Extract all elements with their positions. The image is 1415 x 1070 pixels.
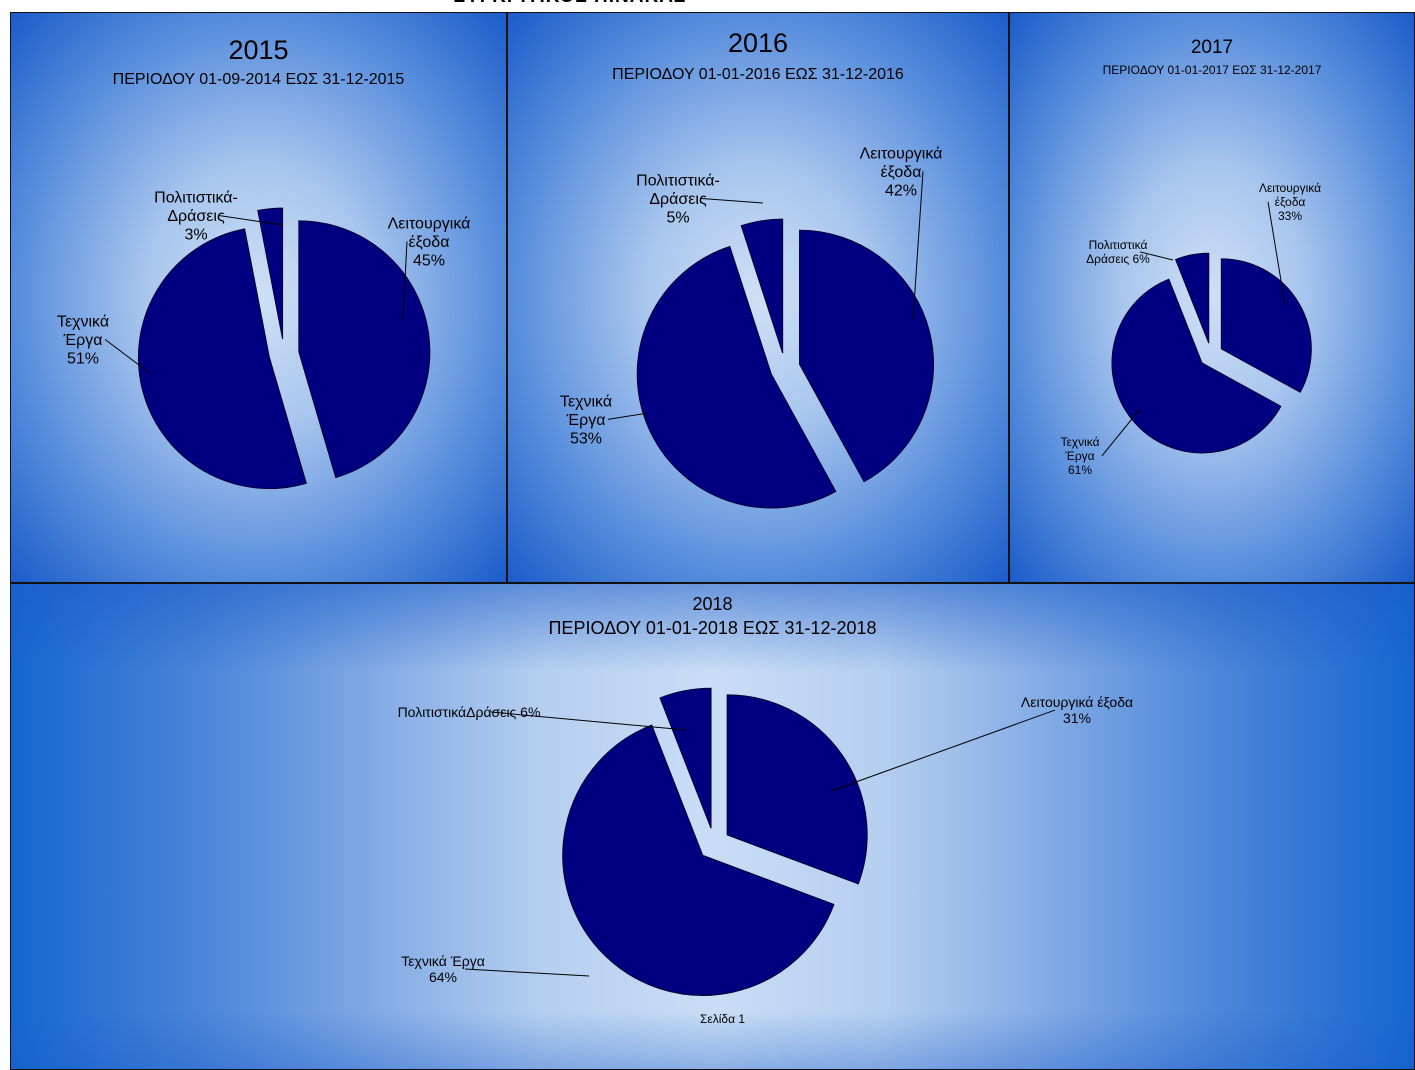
chart-panel-2017: 2017 ΠΕΡΙΟΔΟΥ 01-01-2017 ΕΩΣ 31-12-2017 … bbox=[1009, 12, 1415, 583]
slice-label: Λειτουργικά έξοδα bbox=[1021, 694, 1133, 710]
slice-label: Πολιτιστικά bbox=[1089, 238, 1148, 252]
leader-line bbox=[607, 412, 649, 420]
slice-label: Έργα bbox=[566, 412, 606, 429]
leader-line bbox=[699, 197, 764, 204]
leader-line bbox=[104, 339, 152, 375]
chart-title: 2015 bbox=[228, 35, 289, 65]
pie-slice bbox=[636, 245, 837, 509]
leader-line bbox=[464, 968, 590, 977]
pie-slice bbox=[137, 228, 307, 490]
leader-line bbox=[1139, 251, 1174, 261]
slice-label: έξοδα bbox=[1275, 195, 1306, 209]
leader-line bbox=[830, 709, 1056, 792]
panel-background bbox=[1010, 13, 1414, 582]
pie-slice bbox=[799, 229, 935, 483]
slice-label: 5% bbox=[666, 209, 689, 226]
slice-label: έξοδα bbox=[409, 234, 450, 251]
slice-label: Δράσεις 6% bbox=[1086, 252, 1150, 266]
slice-label: 61% bbox=[1068, 463, 1092, 477]
chart-subtitle: ΠΕΡΙΟΔΟΥ 01-01-2018 ΕΩΣ 31-12-2018 bbox=[548, 618, 877, 638]
pie-slice bbox=[1220, 258, 1312, 393]
leader-line bbox=[402, 241, 408, 320]
pie-slice bbox=[1111, 278, 1282, 454]
chart-title: 2017 bbox=[1190, 37, 1234, 58]
page-number: Σελίδα 1 bbox=[700, 1012, 746, 1026]
slice-label: 53% bbox=[570, 430, 602, 447]
slice-label: Έργα bbox=[63, 332, 103, 349]
slice-label: Λειτουργικά bbox=[1259, 181, 1321, 195]
slice-label: Δράσεις bbox=[167, 208, 225, 225]
pie-slice bbox=[562, 724, 835, 996]
slice-label: έξοδα bbox=[881, 164, 922, 181]
slice-label: Πολιτιστικά- bbox=[154, 190, 238, 207]
slice-label: Πολιτιστικά- bbox=[636, 173, 720, 190]
leader-line bbox=[1101, 408, 1141, 457]
slice-label: 51% bbox=[67, 350, 99, 367]
slice-label: ΠολιτιστικάΔράσεις 6% bbox=[398, 704, 541, 720]
slice-label: 31% bbox=[1063, 710, 1091, 726]
page-header: ΣΥΓΚΡΙΤΙΚΟΣ ΠΙΝΑΚΑΣ bbox=[400, 0, 740, 16]
slice-label: 45% bbox=[413, 252, 445, 269]
leader-line bbox=[1267, 201, 1286, 306]
pie-slice bbox=[1174, 252, 1210, 344]
slice-label: 42% bbox=[885, 182, 917, 199]
leader-line bbox=[912, 171, 924, 321]
slice-label: 3% bbox=[184, 226, 207, 243]
chart-title: 2018 bbox=[692, 594, 733, 614]
slice-label: Τεχνικά bbox=[1060, 435, 1099, 449]
chart-subtitle: ΠΕΡΙΟΔΟΥ 01-01-2016 ΕΩΣ 31-12-2016 bbox=[612, 66, 904, 83]
chart-subtitle: ΠΕΡΙΟΔΟΥ 01-01-2017 ΕΩΣ 31-12-2017 bbox=[1102, 63, 1322, 77]
chart-panel-2015: 2015 ΠΕΡΙΟΔΟΥ 01-09-2014 ΕΩΣ 31-12-2015 … bbox=[10, 12, 507, 583]
chart-title: 2016 bbox=[727, 28, 789, 58]
chart-panel-2016: 2016 ΠΕΡΙΟΔΟΥ 01-01-2016 ΕΩΣ 31-12-2016 … bbox=[507, 12, 1009, 583]
pie-slice bbox=[726, 694, 868, 885]
leader-line bbox=[217, 214, 284, 226]
slice-label: Λειτουργικά bbox=[388, 216, 471, 233]
slice-label: 33% bbox=[1278, 209, 1302, 223]
slice-label: 64% bbox=[429, 969, 457, 985]
slice-label: Δράσεις bbox=[649, 191, 707, 208]
pie-slice bbox=[257, 207, 284, 340]
leader-line bbox=[490, 711, 687, 731]
chart-subtitle: ΠΕΡΙΟΔΟΥ 01-09-2014 ΕΩΣ 31-12-2015 bbox=[112, 71, 405, 88]
slice-label: Έργα bbox=[1064, 449, 1094, 463]
pie-slice bbox=[659, 687, 712, 829]
slice-label: Τεχνικά Έργα bbox=[401, 953, 485, 969]
slice-label: Τεχνικά bbox=[560, 394, 612, 411]
slice-label: Τεχνικά bbox=[57, 314, 109, 331]
slice-label: Λειτουργικά bbox=[860, 146, 943, 163]
pie-slice bbox=[298, 220, 431, 479]
chart-panel-2018: 2018 ΠΕΡΙΟΔΟΥ 01-01-2018 ΕΩΣ 31-12-2018 … bbox=[10, 583, 1415, 1070]
pie-slice bbox=[740, 218, 784, 354]
